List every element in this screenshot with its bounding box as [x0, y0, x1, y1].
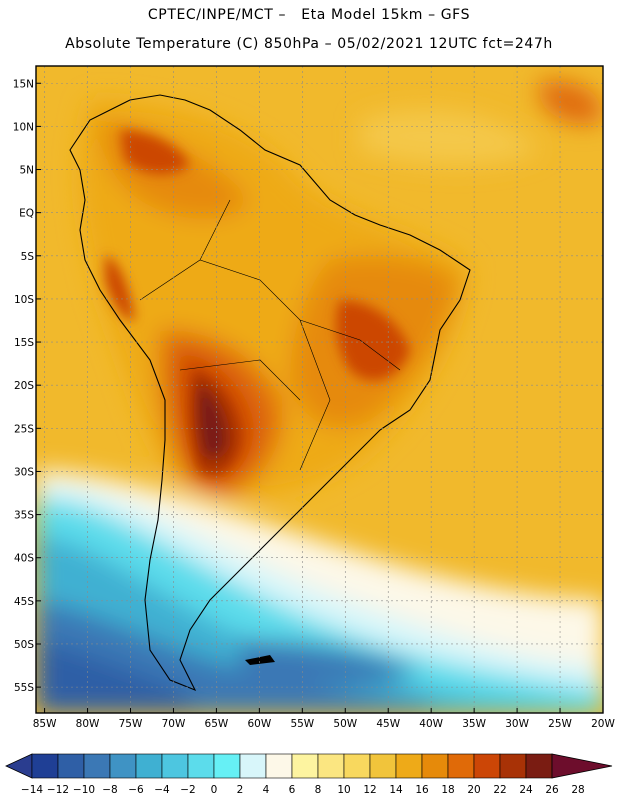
colorbar-swatch [291, 753, 319, 779]
lon-label: 30W [505, 718, 529, 730]
colorbar-swatch [265, 753, 293, 779]
lat-label: 45S [14, 596, 34, 608]
lat-label: 35S [14, 510, 34, 522]
lon-label: 40W [419, 718, 443, 730]
map-frame [35, 65, 604, 714]
lon-label: 45W [376, 718, 400, 730]
colorbar-swatch [57, 753, 85, 779]
colorbar-swatch [499, 753, 527, 779]
lon-label: 70W [162, 718, 186, 730]
colorbar-label: −14 [21, 784, 43, 796]
colorbar-label: 2 [237, 784, 244, 796]
lat-label: 55S [14, 682, 34, 694]
colorbar-swatch [135, 753, 163, 779]
colorbar-swatch [421, 753, 449, 779]
lon-label: 50W [333, 718, 357, 730]
colorbar-swatch [395, 753, 423, 779]
lon-label: 20W [591, 718, 615, 730]
lat-label: 5N [19, 165, 34, 177]
lat-label: 10N [13, 121, 34, 133]
colorbar-swatch [83, 753, 111, 779]
lon-label: 80W [76, 718, 100, 730]
lon-label: 60W [247, 718, 271, 730]
lat-label: 10S [14, 294, 34, 306]
colorbar-swatch [161, 753, 189, 779]
colorbar-label: −2 [180, 784, 195, 796]
colorbar-label: 8 [315, 784, 322, 796]
lat-label: 5S [21, 251, 35, 263]
colorbar-label: −10 [73, 784, 95, 796]
lon-label: 65W [205, 718, 229, 730]
longitude-labels: 85W 80W 75W 70W 65W 60W 55W 50W 45W 40W 35W 30W 25W 2… [33, 708, 615, 730]
colorbar-label: −12 [47, 784, 69, 796]
colorbar-label: 20 [467, 784, 480, 796]
colorbar-label: 0 [211, 784, 218, 796]
colorbar-label: 4 [263, 784, 270, 796]
colorbar-label: 18 [441, 784, 454, 796]
colorbar-label: −8 [102, 784, 117, 796]
colorbar-swatch [369, 753, 397, 779]
lat-label: 20S [14, 380, 34, 392]
lon-label: 55W [290, 718, 314, 730]
lat-label: 30S [14, 466, 34, 478]
colorbar-label: 24 [519, 784, 533, 796]
temperature-field [36, 66, 603, 713]
colorbar-label: 16 [415, 784, 429, 796]
lat-label: 25S [14, 423, 34, 435]
colorbar-swatch [447, 753, 475, 779]
colorbar-swatch [473, 753, 501, 779]
coastline [69, 94, 471, 692]
colorbar-label: −4 [154, 784, 170, 796]
colorbar-swatch [343, 753, 371, 779]
header-line-1: CPTEC/INPE/MCT – Eta Model 15km – GFS [147, 7, 471, 23]
header-line-2: Absolute Temperature (C) 850hPa – 05/02/… [65, 36, 553, 52]
colorbar: −14 −12 −10 −8 −6 −4 −2 0 2 4 6 8 10 12 14 16 18 20 22 24 26… [5, 753, 613, 796]
colorbar-swatch [187, 753, 215, 779]
colorbar-swatch [317, 753, 345, 779]
lat-label: 15S [14, 337, 34, 349]
lat-label: 40S [14, 553, 34, 565]
colorbar-label: 26 [545, 784, 559, 796]
lat-label: 15N [13, 78, 34, 90]
colorbar-swatch [109, 753, 137, 779]
colorbar-label: 14 [389, 784, 403, 796]
lon-label: 75W [119, 718, 143, 730]
colorbar-swatch [525, 753, 553, 779]
colorbar-label: 22 [493, 784, 506, 796]
lat-label: EQ [19, 208, 34, 220]
colorbar-label: 6 [289, 784, 296, 796]
lon-label: 35W [462, 718, 486, 730]
lon-label: 25W [548, 718, 572, 730]
colorbar-label: 28 [571, 784, 584, 796]
latitude-labels: 15N 10N 5N EQ 5S 10S 15S 20S 25S 30S 35S 40S 45S 50S 5… [13, 78, 41, 694]
lon-label: 85W [33, 718, 57, 730]
colorbar-swatch [213, 753, 241, 779]
colorbar-label: 12 [363, 784, 376, 796]
lat-label: 50S [14, 639, 34, 651]
colorbar-label: −6 [128, 784, 144, 796]
colorbar-swatch [239, 753, 267, 779]
colorbar-low-arrow [5, 753, 33, 779]
colorbar-high-arrow [551, 753, 613, 779]
colorbar-label: 10 [337, 784, 350, 796]
colorbar-swatch [31, 753, 59, 779]
